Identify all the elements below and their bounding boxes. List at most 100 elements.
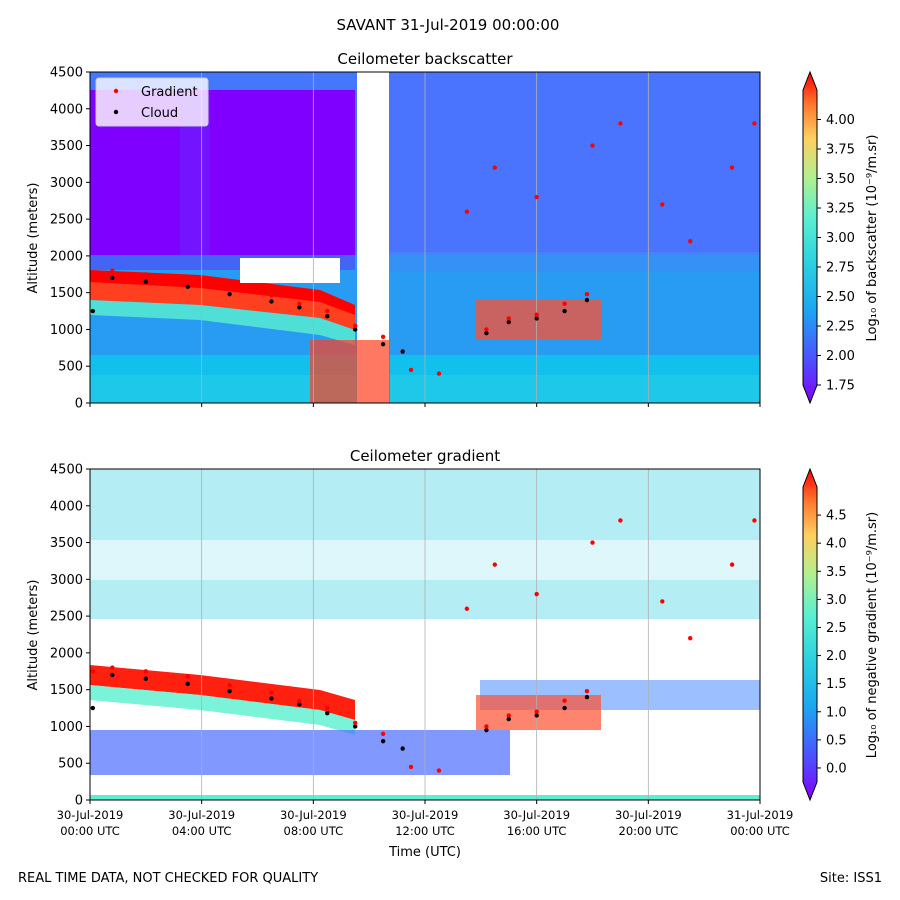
top-cloud-point [380,341,386,347]
bottom-y-tick-label: 500 [58,757,83,772]
bottom-gradient-point [562,698,567,703]
bottom-cloud-point [484,727,489,733]
top-gradient-point [660,202,665,207]
top-colorbar-tick-label: 3.25 [826,202,855,217]
top-gradient-point [380,334,386,339]
bottom-colorbar-ticks: 0.0 0.5 1.0 1.5 2.0 2.5 3.0 3.5 4.0 4.5 [817,509,847,776]
bottom-cloud-point [353,724,358,729]
bottom-cloud-point [506,716,511,722]
top-colorbar-tick-label: 2.00 [826,349,855,364]
x-tick-label-date: 30-Jul-2019 [57,808,124,822]
bottom-gradient-point [269,690,274,695]
top-y-tick-label: 2000 [50,249,83,264]
top-colorbar-tick-label: 2.75 [826,261,855,276]
footer-site: Site: ISS1 [820,871,882,886]
top-gradient-point [297,301,302,306]
bottom-y-axis: 0 500 1000 1500 2000 2500 3000 3500 4000 4500 [50,463,90,809]
top-cloud-point [185,284,190,289]
bottom-gradient-point [185,674,190,679]
top-cloud-point [400,349,405,354]
footer-quality-note: REAL TIME DATA, NOT CHECKED FOR QUALITY [18,871,318,886]
bottom-gradient-point [660,599,665,604]
top-cloud-point [227,291,232,297]
bottom-cloud-point [400,746,405,751]
x-tick-label-date: 30-Jul-2019 [168,808,235,822]
legend-gradient-marker [113,88,119,94]
top-colorbar-tick-label: 2.25 [826,320,855,335]
bottom-cloud-point [269,696,274,701]
top-gradient-point [618,121,623,126]
top-y-tick-label: 1500 [50,286,83,301]
top-colorbar-bar [802,70,818,405]
x-tick-label-time: 08:00 UTC [284,824,344,838]
bottom-gradient-point [408,764,414,770]
top-gradient-point [90,272,95,277]
top-gradient-point [534,194,539,200]
top-y-tick-label: 0 [75,397,83,412]
bottom-cloud-point [297,702,302,707]
top-colorbar-ticks: 1.75 2.00 2.25 2.50 2.75 3.00 3.25 3.50 3.75 4.00 [817,113,855,394]
bottom-gradient-point [90,669,95,674]
top-gradient-point [353,323,358,328]
legend-gradient-label: Gradient [141,85,198,100]
top-gradient-point [584,291,590,297]
bottom-gradient-point [506,713,511,718]
top-cloud-point [506,319,511,325]
x-tick-label-date: 30-Jul-2019 [615,808,682,822]
x-tick-label-time: 00:00 UTC [60,824,120,838]
top-cloud-point [562,308,567,314]
bottom-cloud-point [227,688,232,694]
legend: Gradient Cloud [95,77,209,127]
bottom-gradient-point [688,635,693,641]
x-tick-label-time: 00:00 UTC [730,824,790,838]
bottom-colorbar-tick-label: 3.0 [826,593,847,608]
top-gradient-point [269,293,274,298]
bottom-gradient-point [353,720,358,725]
top-colorbar-label: Log₁₀ of backscatter (10⁻⁹/m.sr) [865,135,880,342]
top-gradient-point [185,277,190,282]
bottom-y-tick-label: 3500 [50,536,83,551]
top-y-tick-label: 500 [58,360,83,375]
top-cloud-point [297,305,302,310]
bottom-y-tick-label: 4500 [50,463,83,478]
top-colorbar-tick-label: 3.00 [826,231,855,246]
top-y-tick-label: 3500 [50,139,83,154]
top-colorbar-tick-label: 3.75 [826,143,855,158]
bottom-gradient-point [484,724,489,729]
top-gradient-point [534,312,539,317]
bottom-gradient-point [325,705,330,711]
bottom-y-tick-label: 1000 [50,720,83,735]
top-cloud-point [110,275,115,281]
bottom-cloud-point [110,672,115,678]
x-tick-label-time: 20:00 UTC [619,824,679,838]
bottom-colorbar-tick-label: 4.5 [826,509,847,524]
bottom-gradient-point [618,518,623,523]
bottom-cloud-point [584,694,590,700]
bottom-y-tick-label: 4000 [50,499,83,514]
x-tick-label-time: 16:00 UTC [507,824,567,838]
bottom-colorbar-tick-label: 4.0 [826,537,847,552]
bottom-colorbar-tick-label: 1.0 [826,705,847,720]
x-tick-label-time: 12:00 UTC [395,824,455,838]
legend-cloud-marker [113,109,119,115]
bottom-gradient-point [729,562,735,567]
top-gradient-point [590,143,595,148]
bottom-y-tick-label: 2000 [50,646,83,661]
top-colorbar-tick-label: 2.50 [826,290,855,305]
top-gradient-point [506,316,511,321]
top-y-label: Altitude (meters) [26,183,41,294]
top-colorbar-tick-label: 1.75 [826,379,855,394]
bottom-y-tick-label: 3000 [50,573,83,588]
top-cloud-point [325,314,330,319]
bottom-colorbar-tick-label: 0.5 [826,733,847,748]
bottom-cloud-point [185,681,190,686]
top-marker-layer [90,121,757,376]
legend-cloud-label: Cloud [141,106,178,121]
top-time-gridlines [201,72,649,403]
bottom-time-gridlines [201,469,649,800]
top-gradient-point [325,308,330,314]
bottom-gradient-point [492,562,497,567]
bottom-x-axis: 30-Jul-2019 00:00 UTC 30-Jul-2019 04:00 UTC… [57,800,793,838]
x-tick-label-date: 30-Jul-2019 [503,808,570,822]
